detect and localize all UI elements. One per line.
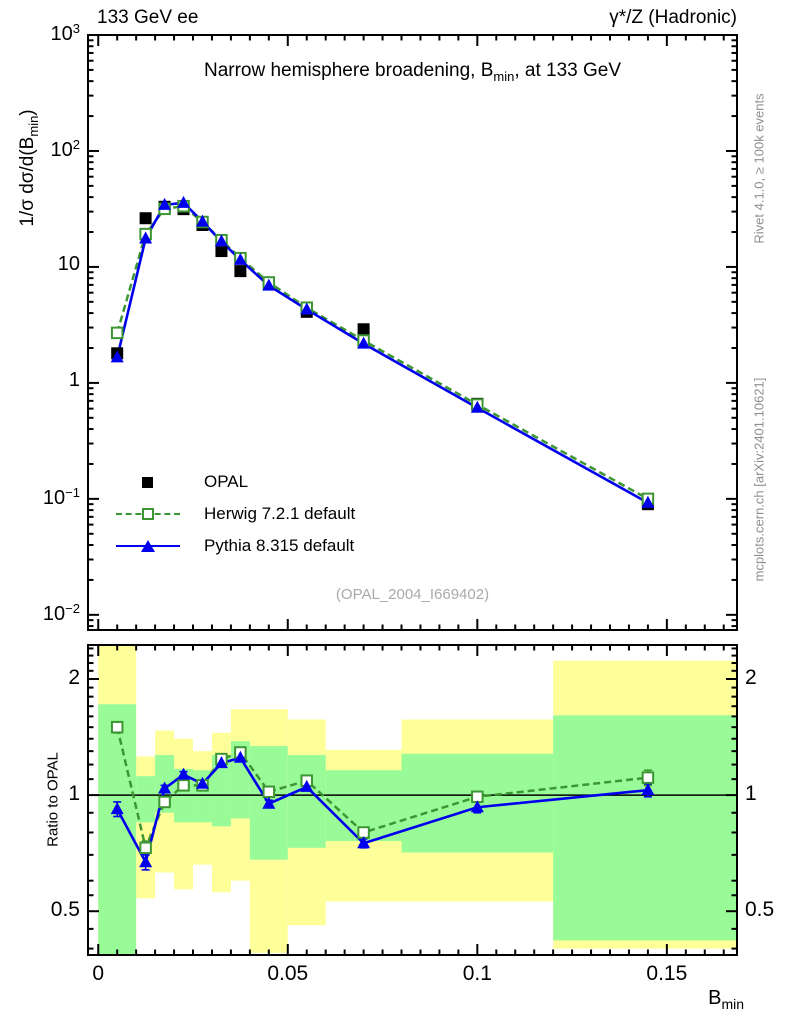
opal-data-point: [357, 323, 370, 336]
main-y-tick-label: 10−1: [42, 484, 80, 509]
ratio-y-tick-label-left: 0.5: [50, 898, 80, 922]
pythia-data-point: [214, 234, 228, 247]
mcplots-arxiv-note: mcplots.cern.ch [arXiv:2401.10621]: [751, 377, 767, 582]
pythia-ratio-point: [300, 779, 314, 792]
process-label: γ*/Z (Hadronic): [609, 7, 737, 28]
pythia-data-point: [233, 252, 247, 265]
legend-item-pythia: Pythia 8.315 default: [116, 535, 354, 557]
pythia-data-point: [110, 350, 124, 363]
herwig-ratio-point: [110, 720, 124, 734]
legend-item-herwig: Herwig 7.2.1 default: [116, 503, 355, 525]
pythia-ratio-point: [110, 802, 124, 815]
x-tick-label: 0.1: [462, 962, 492, 985]
herwig-ratio-point: [158, 795, 171, 809]
pythia-ratio-point: [470, 800, 484, 813]
herwig-line-main: [115, 204, 649, 500]
plot-title-tail: , at 133 GeV: [514, 60, 622, 81]
ratio-y-tick-label-right: 2: [745, 665, 757, 689]
analysis-id-watermark: (OPAL_2004_I669402): [335, 586, 490, 603]
beam-energy-label: 133 GeV ee: [97, 7, 199, 28]
pythia-ratio-point: [357, 836, 371, 849]
pythia-ratio-point: [214, 756, 228, 769]
pythia-ratio-point: [139, 855, 153, 868]
herwig-ratio-point: [357, 826, 370, 839]
pythia-data-point: [158, 197, 172, 210]
x-tick-label: 0: [92, 962, 105, 985]
plot-title: Narrow hemisphere broadening, Bmin, at 1…: [88, 60, 737, 84]
x-tick-label: 0.15: [646, 962, 688, 985]
ratio-y-tick-label-left: 1: [68, 782, 80, 806]
opal-square-icon: [116, 472, 180, 492]
x-axis-title: Bmin: [708, 987, 744, 1012]
main-panel-frame: [87, 34, 738, 631]
ratio-y-tick-label-left: 2: [68, 665, 80, 689]
pythia-data-point: [177, 195, 191, 208]
pythia-data-point: [139, 231, 153, 244]
legend-label-opal: OPAL: [204, 471, 249, 491]
pythia-ratio-point: [195, 776, 209, 789]
herwig-ratio-point: [177, 779, 190, 792]
pythia-ratio-point: [177, 767, 191, 780]
x-axis-title-subscript: min: [721, 996, 744, 1012]
pythia-data-point: [195, 214, 209, 227]
pythia-line-main: [115, 201, 649, 504]
herwig-ratio-point: [139, 841, 152, 855]
pythia-solid-triangle-icon: [116, 536, 180, 556]
x-axis-title-text: B: [708, 987, 722, 1009]
main-y-tick-label: 10: [57, 252, 80, 275]
legend-item-opal: OPAL: [116, 471, 248, 493]
ratio-band-green: [287, 755, 326, 848]
ratio-panel-frame: [87, 644, 738, 956]
y-axis-title-subscript: min: [26, 115, 41, 137]
pythia-data-point: [470, 400, 484, 413]
ratio-band-green: [211, 755, 231, 827]
y-axis-title-tail: ): [17, 109, 38, 116]
ratio-y-tick-label-right: 0.5: [745, 898, 775, 922]
herwig-data-point: [110, 326, 124, 340]
pythia-ratio-point: [641, 783, 655, 796]
pythia-ratio-point: [158, 781, 172, 794]
opal-data-point: [234, 265, 247, 278]
herwig-line-ratio: [115, 726, 649, 852]
plot-title-text: Narrow hemisphere broadening, B: [203, 60, 494, 81]
main-y-tick-label: 102: [50, 136, 80, 161]
ratio-band-green: [553, 715, 737, 941]
pythia-data-point: [300, 302, 314, 315]
legend-label-pythia: Pythia 8.315 default: [204, 535, 355, 555]
pythia-ratio-point: [233, 750, 247, 763]
herwig-ratio-point: [641, 771, 655, 784]
pythia-ratio-point: [262, 796, 276, 809]
ratio-band-green: [98, 704, 137, 955]
legend-label-herwig: Herwig 7.2.1 default: [204, 503, 356, 523]
ratio-band-green: [136, 776, 156, 823]
x-tick-label: 0.05: [267, 962, 309, 985]
main-y-tick-label: 10−2: [42, 600, 80, 625]
pythia-data-point: [357, 336, 371, 349]
pythia-data-point: [262, 278, 276, 291]
herwig-ratio-point: [262, 785, 276, 799]
ratio-y-tick-label-right: 1: [745, 782, 757, 806]
main-y-tick-label: 103: [50, 21, 80, 45]
plot-title-subscript: min: [493, 69, 515, 84]
main-y-tick-label: 1: [68, 368, 80, 391]
opal-data-point: [215, 245, 228, 258]
opal-data-point: [139, 212, 152, 225]
y-axis-title-text: 1/σ dσ/d(B: [17, 136, 38, 227]
y-axis-title: 1/σ dσ/d(Bmin): [17, 0, 41, 468]
pythia-data-point: [641, 495, 655, 508]
herwig-dashed-open-square-icon: [116, 504, 180, 524]
